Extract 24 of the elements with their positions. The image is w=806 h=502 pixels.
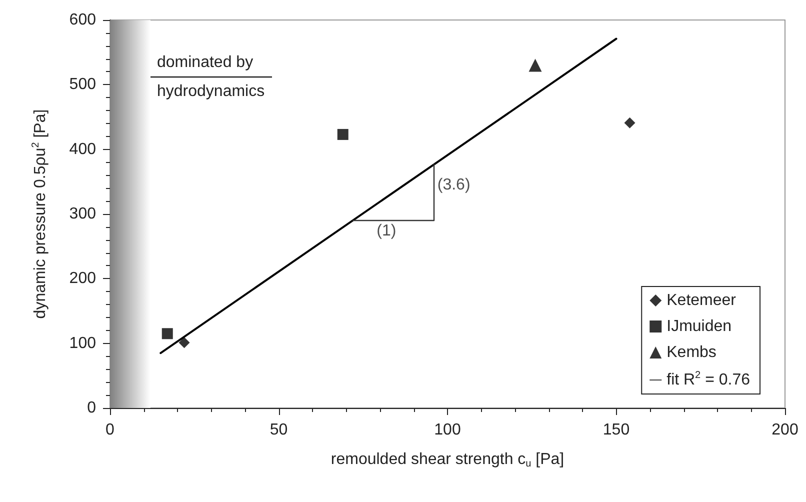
legend-label: IJmuiden (666, 318, 732, 335)
annotation: (3.6) (437, 176, 470, 194)
x-tick-label: 200 (772, 422, 798, 438)
y-tick-label: 0 (87, 400, 96, 416)
legend-label: Ketemeer (666, 292, 737, 309)
point (528, 58, 542, 72)
point (178, 337, 190, 348)
x-tick-label: 100 (434, 422, 461, 438)
x-tick-label: 50 (270, 422, 288, 438)
x-tick-label: 0 (106, 422, 115, 438)
point (337, 128, 348, 140)
y-axis-title: dynamic pressure 0.5ρu2 [Pa] (30, 109, 49, 319)
legend-label: Kembs (666, 344, 716, 361)
y-tick-label: 400 (69, 140, 96, 158)
point (162, 328, 173, 340)
point (624, 117, 636, 128)
band-label: dominated by hydrodynamics (157, 54, 265, 100)
annotation: (1) (376, 222, 396, 240)
y-tick-label: 300 (69, 206, 96, 222)
y-tick-label: 100 (69, 334, 96, 352)
y-tick-label: 600 (69, 12, 96, 28)
x-tick-label: 150 (602, 422, 630, 438)
y-tick-label: 200 (69, 270, 96, 288)
y-tick-label: 500 (69, 76, 96, 94)
